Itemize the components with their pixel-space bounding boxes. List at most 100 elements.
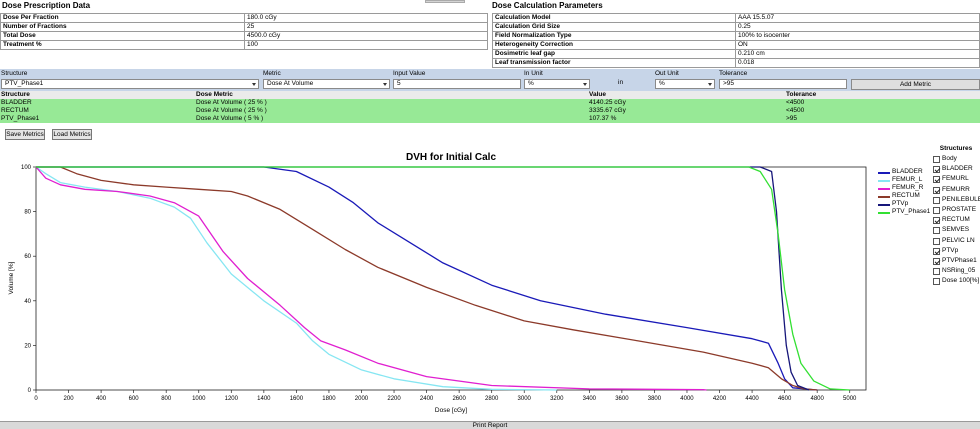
load-metrics-button[interactable]: Load Metrics [52, 129, 92, 140]
tolerance-field[interactable]: >95 [719, 79, 847, 89]
checkbox[interactable] [933, 247, 940, 255]
dvh-curve-rectum [36, 166, 818, 391]
input-value-label: Input Value [393, 70, 426, 77]
save-metrics-button[interactable]: Save Metrics [5, 129, 45, 140]
calc-param-row: Calculation Grid Size 0.25 [492, 22, 980, 32]
checkbox[interactable] [933, 227, 940, 235]
structure-label: PTVPhase1 [942, 256, 977, 264]
structure-checkbox-item[interactable]: Dose 100[%] [932, 276, 980, 286]
dvh-curve-femur-l [35, 166, 557, 391]
checkbox[interactable] [933, 196, 940, 204]
chart-curves [35, 166, 850, 391]
x-tick-label: 4200 [713, 396, 727, 402]
checkbox[interactable] [933, 237, 940, 245]
row-structure: RECTUM [1, 107, 29, 114]
prescription-key: Total Dose [0, 31, 245, 41]
prescription-key: Number of Fractions [0, 22, 245, 32]
prescription-row: Dose Per Fraction 180.0 cGy [0, 13, 488, 23]
structure-checkbox-item[interactable]: SEMVES [932, 225, 980, 235]
top-toolbar-button[interactable] [425, 0, 465, 3]
calc-param-row: Heterogeneity Correction ON [492, 40, 980, 50]
checkbox[interactable] [933, 278, 940, 286]
structure-checkbox-item[interactable]: PENILEBULB [932, 195, 980, 205]
x-tick-label: 3400 [583, 396, 597, 402]
structure-label: NSRing_05 [942, 267, 976, 275]
header-value: Value [589, 91, 606, 98]
x-tick-label: 600 [129, 396, 140, 402]
x-tick-label: 0 [34, 396, 38, 402]
table-row[interactable]: BLADDER Dose At Volume ( 25 % ) 4140.25 … [0, 99, 980, 107]
print-report-button[interactable]: Print Report [0, 421, 980, 429]
structure-checkbox-item[interactable]: BLADDER [932, 164, 980, 174]
in-unit-select[interactable]: % [524, 79, 590, 89]
metric-results-table: Structure Dose Metric Value Tolerance BL… [0, 91, 980, 123]
calc-param-key: Leaf transmission factor [492, 58, 736, 68]
structure-label: Dose 100[%] [942, 277, 980, 285]
out-unit-select[interactable]: % [655, 79, 715, 89]
prescription-title: Dose Prescription Data [2, 1, 91, 10]
legend-entry: FEMUR_L [878, 176, 928, 184]
metric-label: Metric [263, 70, 281, 77]
calc-param-value: 100% to isocenter [735, 31, 980, 41]
x-tick-label: 2400 [420, 396, 434, 402]
y-axis-label: Volume [%] [8, 261, 15, 294]
legend-label: BLADDER [892, 168, 923, 175]
dvh-chart: DVH for Initial Calc 0 200 400 600 800 1000 12… [0, 148, 930, 418]
dvh-curve-femur-r [35, 166, 707, 391]
prescription-row: Total Dose 4500.0 cGy [0, 31, 488, 41]
legend-swatch [878, 172, 890, 174]
x-tick-label: 5000 [843, 396, 857, 402]
structure-checkbox-item[interactable]: Body [932, 154, 980, 164]
legend-label: PTVp [892, 200, 909, 207]
structures-list: Body BLADDER FEMURL FEMURR PENILEBULB PROSTAT… [932, 154, 980, 286]
structure-label: FEMURL [942, 175, 969, 183]
legend-swatch [878, 180, 890, 182]
row-tolerance: <4500 [786, 107, 805, 114]
checkbox[interactable] [933, 268, 940, 276]
legend-entry: FEMUR_R [878, 184, 928, 192]
x-tick-label: 2200 [387, 396, 401, 402]
structure-checkbox-item[interactable]: FEMURL [932, 174, 980, 184]
structures-title: Structures [939, 145, 973, 152]
prescription-value: 25 [244, 22, 488, 32]
row-metric: Dose At Volume ( 25 % ) [196, 99, 267, 106]
results-header-row: Structure Dose Metric Value Tolerance [0, 91, 980, 99]
structure-checkbox-item[interactable]: NSRing_05 [932, 266, 980, 276]
tolerance-label: Tolerance [719, 70, 748, 77]
row-value: 4140.25 cGy [589, 99, 626, 106]
legend-entry: RECTUM [878, 192, 928, 200]
metric-select[interactable]: Dose At Volume [263, 79, 390, 89]
x-tick-label: 4600 [778, 396, 792, 402]
checkbox[interactable] [933, 206, 940, 214]
checkbox[interactable] [933, 257, 940, 265]
structure-label: PENILEBULB [942, 195, 980, 203]
checkbox[interactable] [933, 217, 940, 225]
structure-checkbox-item[interactable]: PTVp [932, 246, 980, 256]
x-tick-label: 1800 [322, 396, 336, 402]
table-row[interactable]: RECTUM Dose At Volume ( 25 % ) 3335.67 c… [0, 107, 980, 115]
input-value-field[interactable]: 5 [393, 79, 521, 89]
legend-entry: PTV_Phase1 [878, 208, 930, 216]
structure-checkbox-item[interactable]: PTVPhase1 [932, 256, 980, 266]
checkbox[interactable] [933, 186, 940, 194]
row-tolerance: >95 [786, 115, 798, 122]
checkbox[interactable] [933, 176, 940, 184]
calc-param-value: AAA 15.5.07 [735, 13, 980, 23]
structure-checkbox-item[interactable]: FEMURR [932, 185, 980, 195]
plot-frame [35, 166, 867, 391]
structure-checkbox-item[interactable]: PELVIC LN [932, 236, 980, 246]
add-metric-button[interactable]: Add Metric [851, 79, 980, 90]
table-row[interactable]: PTV_Phase1 Dose At Volume ( 5 % ) 107.37… [0, 115, 980, 123]
prescription-value: 4500.0 cGy [244, 31, 488, 41]
x-tick-label: 2000 [355, 396, 369, 402]
checkbox[interactable] [933, 166, 940, 174]
prescription-key: Dose Per Fraction [0, 13, 245, 23]
legend-swatch [878, 212, 890, 214]
structure-select[interactable]: PTV_Phase1 [1, 79, 259, 89]
structure-checkbox-item[interactable]: RECTUM [932, 215, 980, 225]
checkbox[interactable] [933, 156, 940, 163]
dvh-curve-bladder [36, 166, 818, 391]
x-axis-label: Dose [cGy] [435, 407, 467, 414]
structure-label: Body [942, 155, 957, 162]
structure-checkbox-item[interactable]: PROSTATE [932, 205, 980, 215]
